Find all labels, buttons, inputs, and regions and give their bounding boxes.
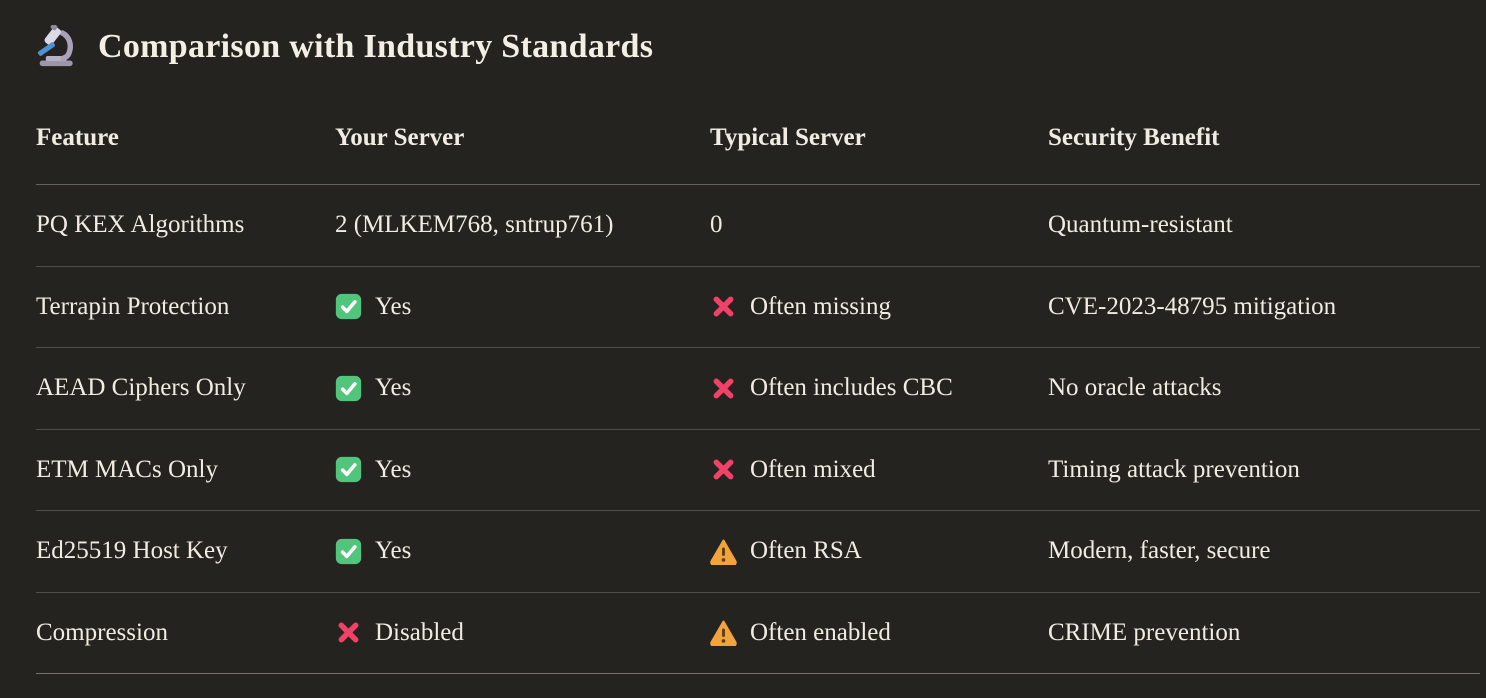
cell-text: Often mixed [750,455,876,483]
cell-text: Often includes CBC [750,374,953,402]
security-benefit-cell: Quantum-resistant [1048,211,1233,239]
typical-server-cell: Often missing [710,293,1048,321]
column-header-security-benefit: Security Benefit [1048,124,1220,151]
cell-text: Yes [375,537,412,565]
warning-icon [710,619,737,646]
cell-text: Often missing [750,292,891,320]
cell-text: Often RSA [750,537,862,565]
cell-text: Yes [375,292,412,320]
your-server-cell: Yes [335,537,710,565]
table-row: ETM MACs Only Yes Often mixed Timing att… [36,430,1480,511]
typical-server-cell: Often enabled [710,619,1048,647]
section-header: Comparison with Industry Standards [36,0,1480,74]
check-icon [335,375,362,402]
cross-icon [710,456,737,483]
check-icon [335,293,362,320]
table-row: AEAD Ciphers Only Yes Often includes CBC… [36,348,1480,430]
security-benefit-cell: CRIME prevention [1048,618,1241,646]
page-title: Comparison with Industry Standards [98,28,654,65]
feature-cell: AEAD Ciphers Only [36,374,246,402]
table-row: Terrapin Protection Yes Often missing CV… [36,267,1480,348]
check-icon [335,456,362,483]
comparison-table: Feature Your Server Typical Server Secur… [36,92,1480,674]
column-header-feature: Feature [36,124,119,151]
table-header-row: Feature Your Server Typical Server Secur… [36,92,1480,185]
cell-text: 0 [710,211,723,239]
microscope-icon [36,25,80,69]
feature-cell: PQ KEX Algorithms [36,211,245,239]
feature-cell: ETM MACs Only [36,455,218,483]
cross-icon [710,293,737,320]
warning-icon [710,538,737,565]
typical-server-cell: Often mixed [710,456,1048,484]
cell-text: Yes [375,374,412,402]
cross-icon [335,619,362,646]
column-header-your-server: Your Server [335,124,465,151]
cell-text: Often enabled [750,618,891,646]
your-server-cell: 2 (MLKEM768, sntrup761) [335,211,710,239]
check-icon [335,538,362,565]
feature-cell: Compression [36,618,168,646]
cell-text: Disabled [375,618,464,646]
cell-text: 2 (MLKEM768, sntrup761) [335,211,614,239]
typical-server-cell: Often includes CBC [710,374,1048,402]
typical-server-cell: 0 [710,211,1048,239]
security-benefit-cell: CVE-2023-48795 mitigation [1048,292,1337,320]
cell-text: Yes [375,455,412,483]
your-server-cell: Yes [335,456,710,484]
your-server-cell: Yes [335,293,710,321]
column-header-typical-server: Typical Server [710,124,866,151]
feature-cell: Terrapin Protection [36,292,230,320]
table-row: Compression Disabled Often enabled CRIME… [36,593,1480,674]
table-row: Ed25519 Host Key Yes Often RSA Modern, f… [36,511,1480,593]
your-server-cell: Disabled [335,619,710,647]
typical-server-cell: Often RSA [710,537,1048,565]
table-row: PQ KEX Algorithms 2 (MLKEM768, sntrup761… [36,185,1480,267]
feature-cell: Ed25519 Host Key [36,537,228,565]
security-benefit-cell: No oracle attacks [1048,374,1222,402]
security-benefit-cell: Modern, faster, secure [1048,537,1271,565]
cross-icon [710,375,737,402]
security-benefit-cell: Timing attack prevention [1048,455,1300,483]
your-server-cell: Yes [335,374,710,402]
